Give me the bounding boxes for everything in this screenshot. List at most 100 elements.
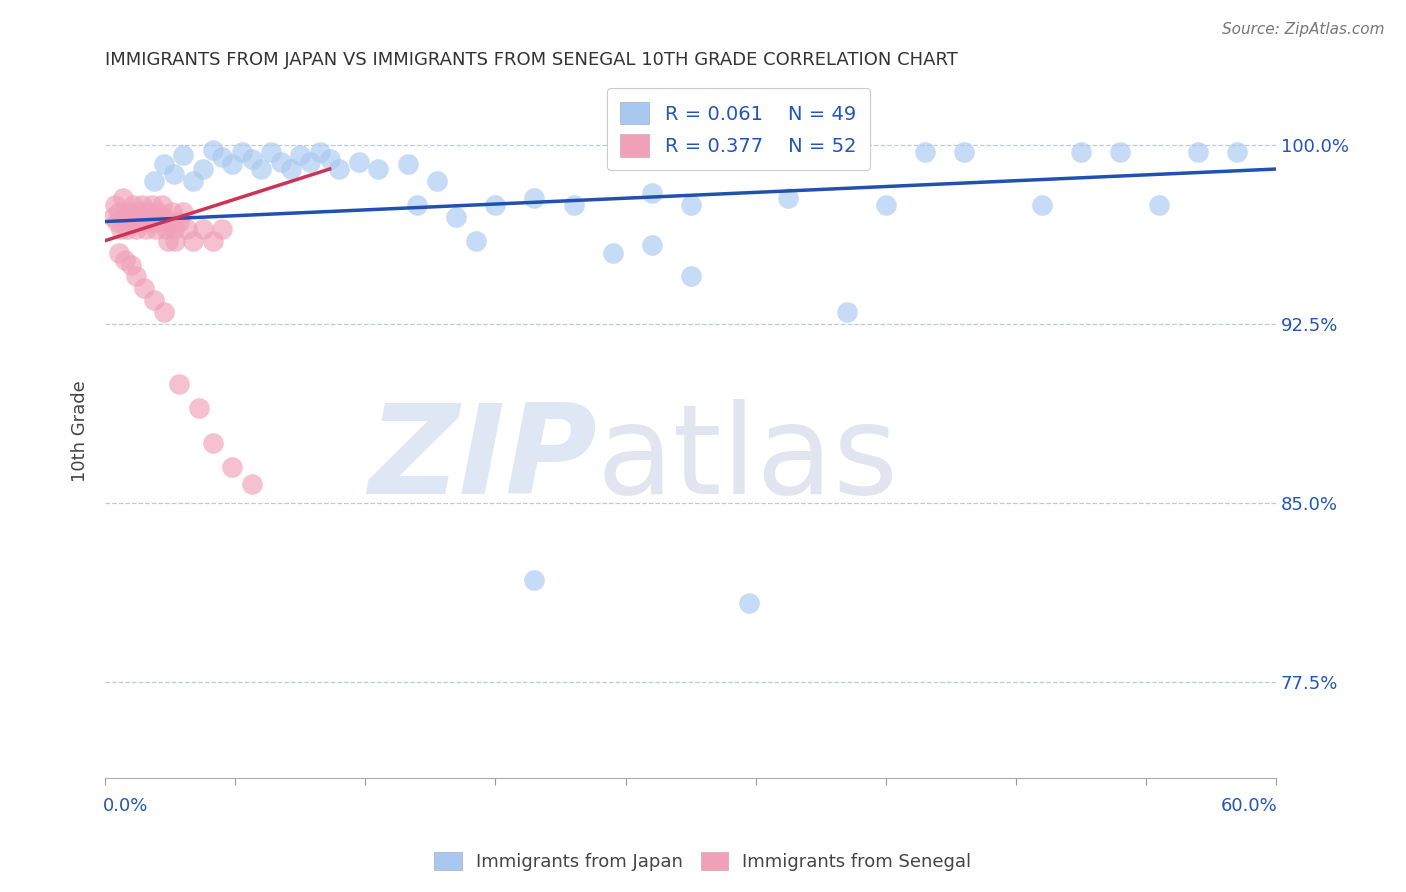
Point bbox=[127, 205, 149, 219]
Point bbox=[146, 205, 169, 219]
Point bbox=[679, 198, 702, 212]
Point bbox=[105, 214, 128, 228]
Point bbox=[169, 214, 191, 228]
Point bbox=[280, 162, 302, 177]
Legend: Immigrants from Japan, Immigrants from Senegal: Immigrants from Japan, Immigrants from S… bbox=[427, 845, 979, 879]
Point bbox=[134, 210, 156, 224]
Point bbox=[640, 186, 662, 200]
Point bbox=[201, 436, 224, 450]
Point bbox=[367, 162, 389, 177]
Point bbox=[150, 198, 173, 212]
Point bbox=[160, 205, 183, 219]
Y-axis label: 10th Grade: 10th Grade bbox=[72, 381, 89, 483]
Point bbox=[181, 174, 204, 188]
Point bbox=[152, 305, 174, 319]
Point bbox=[231, 145, 253, 160]
Point bbox=[134, 281, 156, 295]
Point bbox=[124, 210, 146, 224]
Text: IMMIGRANTS FROM JAPAN VS IMMIGRANTS FROM SENEGAL 10TH GRADE CORRELATION CHART: IMMIGRANTS FROM JAPAN VS IMMIGRANTS FROM… bbox=[105, 51, 957, 69]
Point bbox=[270, 154, 292, 169]
Point bbox=[187, 401, 209, 415]
Point bbox=[1070, 145, 1092, 160]
Point bbox=[141, 198, 163, 212]
Point bbox=[250, 162, 273, 177]
Point bbox=[201, 234, 224, 248]
Point bbox=[484, 198, 506, 212]
Text: Source: ZipAtlas.com: Source: ZipAtlas.com bbox=[1222, 22, 1385, 37]
Point bbox=[1031, 198, 1053, 212]
Point bbox=[120, 258, 142, 272]
Point bbox=[114, 252, 136, 267]
Point bbox=[108, 205, 131, 219]
Point bbox=[211, 150, 233, 164]
Point bbox=[1187, 145, 1209, 160]
Point bbox=[152, 157, 174, 171]
Point bbox=[875, 198, 897, 212]
Text: 60.0%: 60.0% bbox=[1222, 797, 1278, 814]
Point bbox=[523, 191, 546, 205]
Point bbox=[101, 210, 124, 224]
Point bbox=[145, 221, 167, 235]
Point bbox=[159, 214, 181, 228]
Point bbox=[260, 145, 283, 160]
Legend: R = 0.061    N = 49, R = 0.377    N = 52: R = 0.061 N = 49, R = 0.377 N = 52 bbox=[606, 88, 870, 170]
Point bbox=[121, 198, 143, 212]
Point bbox=[172, 205, 194, 219]
Point bbox=[110, 221, 132, 235]
Point bbox=[131, 198, 153, 212]
Point bbox=[152, 210, 174, 224]
Point bbox=[135, 221, 157, 235]
Point bbox=[114, 210, 136, 224]
Point bbox=[143, 293, 166, 308]
Point bbox=[108, 245, 131, 260]
Point bbox=[201, 143, 224, 157]
Point bbox=[914, 145, 936, 160]
Point bbox=[165, 234, 187, 248]
Point bbox=[162, 167, 184, 181]
Point bbox=[143, 174, 166, 188]
Point bbox=[221, 460, 243, 475]
Point bbox=[191, 221, 214, 235]
Point bbox=[299, 154, 322, 169]
Point bbox=[176, 221, 198, 235]
Point bbox=[136, 205, 159, 219]
Point bbox=[125, 221, 148, 235]
Point bbox=[139, 214, 162, 228]
Point bbox=[396, 157, 419, 171]
Point bbox=[562, 198, 585, 212]
Point bbox=[117, 205, 139, 219]
Point bbox=[446, 210, 468, 224]
Point bbox=[240, 153, 263, 167]
Point bbox=[1147, 198, 1170, 212]
Point bbox=[679, 269, 702, 284]
Point bbox=[406, 198, 429, 212]
Point bbox=[211, 221, 233, 235]
Point bbox=[143, 210, 166, 224]
Point bbox=[328, 162, 350, 177]
Point bbox=[156, 234, 179, 248]
Point bbox=[172, 147, 194, 161]
Point bbox=[155, 221, 177, 235]
Point bbox=[308, 145, 330, 160]
Point bbox=[191, 162, 214, 177]
Point bbox=[347, 154, 370, 169]
Point bbox=[1108, 145, 1130, 160]
Point bbox=[318, 153, 340, 167]
Point bbox=[835, 305, 858, 319]
Text: atlas: atlas bbox=[598, 399, 898, 520]
Point bbox=[952, 145, 974, 160]
Point bbox=[149, 214, 172, 228]
Point bbox=[602, 245, 624, 260]
Point bbox=[111, 191, 134, 205]
Point bbox=[1226, 145, 1249, 160]
Point bbox=[240, 477, 263, 491]
Point bbox=[738, 596, 761, 610]
Point bbox=[778, 191, 800, 205]
Point bbox=[523, 573, 546, 587]
Point bbox=[104, 198, 127, 212]
Point bbox=[640, 238, 662, 252]
Point bbox=[181, 234, 204, 248]
Point bbox=[465, 234, 488, 248]
Point bbox=[125, 269, 148, 284]
Point bbox=[120, 214, 142, 228]
